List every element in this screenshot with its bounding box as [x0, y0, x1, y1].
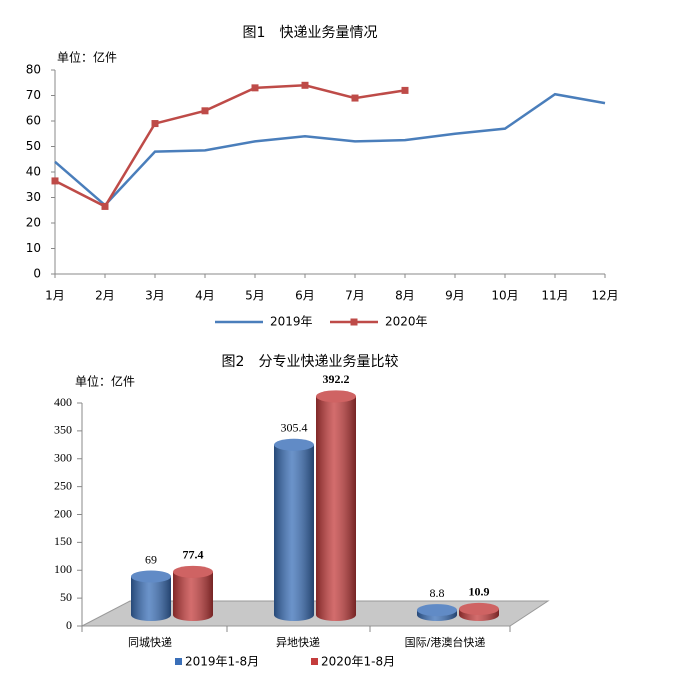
- y-tick-label: 20: [26, 216, 41, 230]
- x-tick-label: 同城快递: [128, 635, 172, 649]
- legend-swatch: [311, 658, 318, 665]
- y-tick-label: 60: [26, 114, 41, 128]
- data-label: 77.4: [183, 548, 204, 562]
- y-tick-label: 150: [54, 534, 72, 548]
- bar-shade: [173, 571, 213, 615]
- x-tick-label: 6月: [295, 289, 315, 303]
- point-marker: [151, 120, 159, 128]
- x-tick-label: 1月: [45, 289, 65, 303]
- y-tick-label: 40: [26, 165, 41, 179]
- y-tick-label: 250: [54, 478, 72, 492]
- chart-title: 图2 分专业快递业务量比较: [222, 354, 399, 370]
- bar-top-highlight: [274, 438, 314, 451]
- data-label: 10.9: [469, 585, 490, 599]
- y-tick-label: 200: [54, 506, 72, 520]
- data-label: 305.4: [281, 420, 308, 434]
- x-tick-label: 异地快递: [276, 635, 320, 649]
- point-marker: [51, 177, 59, 185]
- bar-top-highlight: [173, 565, 213, 578]
- x-tick-label: 11月: [541, 289, 568, 303]
- x-tick-label: 12月: [591, 289, 618, 303]
- point-marker: [251, 84, 259, 92]
- y-tick-label: 30: [26, 190, 41, 204]
- bar-shade: [131, 576, 171, 615]
- bar-shade: [316, 396, 356, 615]
- bar-top-highlight: [316, 390, 356, 403]
- legend-label: 2019年: [270, 315, 313, 329]
- bar-top: [173, 565, 213, 578]
- y-tick-label: 50: [26, 139, 41, 153]
- x-tick-label: 4月: [195, 289, 215, 303]
- data-label: 392.2: [323, 372, 350, 386]
- bar-top-highlight: [417, 604, 457, 617]
- data-label: 69: [145, 552, 157, 566]
- unit-label: 单位：亿件: [57, 50, 117, 65]
- bar-top-highlight: [459, 602, 499, 615]
- bar-shade: [274, 444, 314, 615]
- bar-top-highlight: [131, 570, 171, 583]
- bar-top: [274, 438, 314, 451]
- point-marker: [351, 94, 359, 102]
- legend-label: 2020年1-8月: [321, 655, 395, 669]
- y-tick-label: 70: [26, 88, 41, 102]
- y-tick-label: 300: [54, 451, 72, 465]
- bar-top: [131, 570, 171, 583]
- x-tick-label: 3月: [145, 289, 165, 303]
- point-marker: [101, 202, 109, 210]
- x-tick-label: 10月: [491, 289, 518, 303]
- x-tick-label: 9月: [445, 289, 465, 303]
- y-tick-label: 350: [54, 423, 72, 437]
- y-tick-label: 80: [26, 63, 41, 77]
- bar-top: [417, 604, 457, 617]
- point-marker: [301, 81, 309, 89]
- line-series: [54, 92, 606, 207]
- point-marker: [201, 107, 209, 115]
- data-label: 8.8: [430, 586, 445, 600]
- legend-label: 2020年: [385, 315, 428, 329]
- bar-top: [316, 390, 356, 403]
- line-series: [54, 84, 406, 209]
- x-tick-label: 8月: [395, 289, 415, 303]
- x-tick-label: 7月: [345, 289, 365, 303]
- x-tick-label: 2月: [95, 289, 115, 303]
- y-tick-label: 100: [54, 562, 72, 576]
- x-tick-label: 5月: [245, 289, 265, 303]
- bar-top: [459, 602, 499, 615]
- y-tick-label: 400: [54, 395, 72, 409]
- legend-marker: [350, 318, 358, 326]
- legend-swatch: [175, 658, 182, 665]
- x-tick-label: 国际/港澳台快递: [405, 635, 486, 649]
- y-tick-label: 10: [26, 241, 41, 255]
- y-tick-label: 0: [66, 618, 72, 632]
- point-marker: [401, 86, 409, 94]
- y-tick-label: 0: [33, 267, 41, 281]
- legend-label: 2019年1-8月: [185, 655, 259, 669]
- chart-title: 图1 快递业务量情况: [243, 25, 378, 41]
- unit-label: 单位：亿件: [75, 374, 135, 389]
- y-tick-label: 50: [60, 590, 72, 604]
